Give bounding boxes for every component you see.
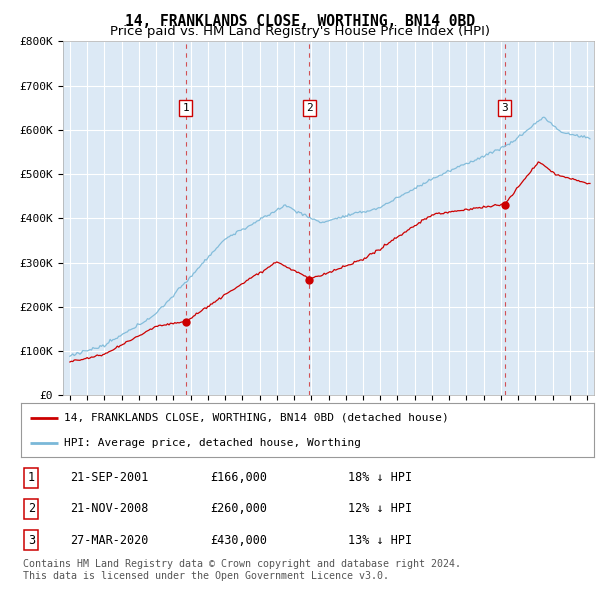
Text: 3: 3	[502, 103, 508, 113]
Text: 1: 1	[28, 471, 35, 484]
Text: £430,000: £430,000	[210, 533, 267, 546]
Text: £260,000: £260,000	[210, 502, 267, 516]
Text: 27-MAR-2020: 27-MAR-2020	[70, 533, 148, 546]
Text: 3: 3	[28, 533, 35, 546]
Text: 21-SEP-2001: 21-SEP-2001	[70, 471, 148, 484]
Text: Contains HM Land Registry data © Crown copyright and database right 2024.
This d: Contains HM Land Registry data © Crown c…	[23, 559, 461, 581]
Text: 13% ↓ HPI: 13% ↓ HPI	[347, 533, 412, 546]
Text: £166,000: £166,000	[210, 471, 267, 484]
Text: 2: 2	[28, 502, 35, 516]
Text: 14, FRANKLANDS CLOSE, WORTHING, BN14 0BD: 14, FRANKLANDS CLOSE, WORTHING, BN14 0BD	[125, 14, 475, 28]
Text: 2: 2	[306, 103, 313, 113]
Text: 1: 1	[182, 103, 189, 113]
Text: HPI: Average price, detached house, Worthing: HPI: Average price, detached house, Wort…	[64, 438, 361, 448]
Text: 12% ↓ HPI: 12% ↓ HPI	[347, 502, 412, 516]
Text: Price paid vs. HM Land Registry's House Price Index (HPI): Price paid vs. HM Land Registry's House …	[110, 25, 490, 38]
Text: 14, FRANKLANDS CLOSE, WORTHING, BN14 0BD (detached house): 14, FRANKLANDS CLOSE, WORTHING, BN14 0BD…	[64, 412, 449, 422]
Text: 21-NOV-2008: 21-NOV-2008	[70, 502, 148, 516]
Text: 18% ↓ HPI: 18% ↓ HPI	[347, 471, 412, 484]
